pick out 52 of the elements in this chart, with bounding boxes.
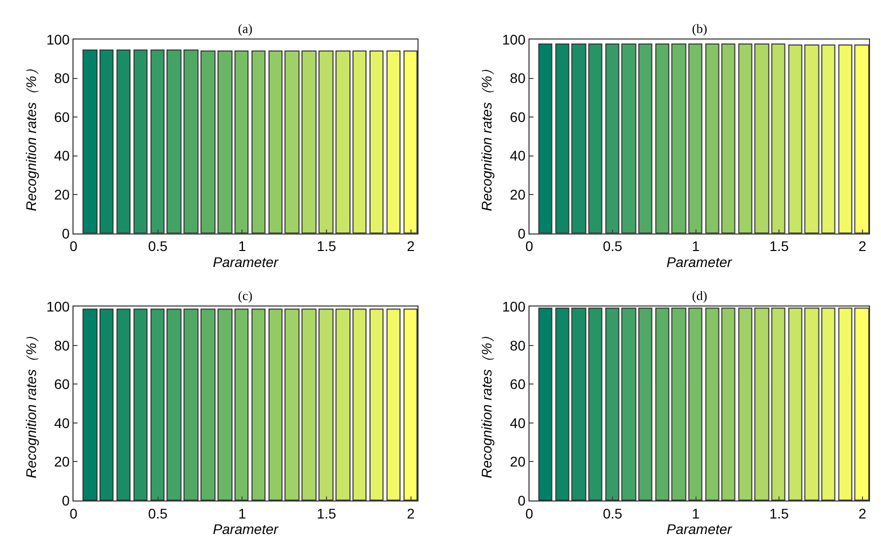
y-tick-label: 0 — [62, 225, 70, 242]
y-tick-label: 40 — [510, 414, 526, 431]
x-axis-title: Parameter — [212, 521, 280, 538]
x-tick-label: 1 — [692, 505, 700, 522]
chart-title: (c) — [238, 288, 252, 303]
y-axis-title: Recognition rates（%） — [478, 62, 495, 212]
x-tick-label: 1 — [238, 505, 246, 522]
x-tick-label: 1.5 — [316, 238, 336, 254]
x-tick-label: 0.5 — [148, 505, 168, 522]
chart-title: (a) — [238, 21, 252, 36]
y-tick-label: 20 — [54, 454, 70, 470]
x-tick-label: 1.5 — [769, 505, 790, 522]
y-tick-label: 80 — [510, 70, 526, 86]
y-tick-label: 0 — [62, 492, 70, 508]
y-tick-label: 0 — [518, 225, 526, 242]
y-tick-label: 40 — [54, 414, 70, 431]
y-tick-label: 100 — [46, 298, 70, 315]
x-tick-label: 1.5 — [316, 505, 336, 522]
y-tick-label: 60 — [510, 108, 526, 125]
y-tick-label: 60 — [510, 376, 526, 392]
y-tick-label: 80 — [54, 70, 70, 86]
chart-title: (d) — [692, 288, 708, 303]
x-tick-label: 2 — [858, 505, 866, 522]
y-axis-title: Recognition rates（%） — [22, 328, 39, 478]
y-axis-title: Recognition rates（%） — [22, 62, 39, 212]
x-tick-label: 0.5 — [602, 238, 622, 254]
x-tick-label: 2 — [406, 238, 415, 254]
x-tick-label: 0.5 — [602, 505, 622, 522]
y-tick-label: 0 — [518, 492, 526, 508]
y-tick-label: 40 — [54, 148, 70, 164]
x-tick-label: 1 — [692, 238, 700, 254]
y-tick-label: 100 — [502, 298, 526, 315]
chart-title: (b) — [692, 21, 708, 36]
y-tick-label: 20 — [510, 186, 526, 202]
y-tick-label: 100 — [502, 31, 526, 48]
y-axis-title: Recognition rates（%） — [478, 328, 495, 478]
y-tick-label: 100 — [46, 31, 70, 48]
x-tick-label: 1.5 — [769, 238, 790, 254]
y-tick-label: 60 — [54, 376, 70, 392]
x-axis-title: Parameter — [212, 254, 280, 270]
y-tick-label: 60 — [54, 108, 70, 125]
y-tick-label: 80 — [54, 337, 70, 354]
x-tick-label: 2 — [406, 505, 415, 522]
y-tick-label: 20 — [54, 186, 70, 202]
x-tick-label: 1 — [238, 238, 246, 254]
x-axis-title: Parameter — [666, 254, 734, 270]
y-tick-label: 20 — [510, 454, 526, 470]
x-axis-title: Parameter — [666, 521, 734, 538]
y-tick-label: 40 — [510, 148, 526, 164]
y-tick-label: 80 — [510, 337, 526, 354]
x-tick-label: 0.5 — [148, 238, 168, 254]
x-tick-label: 2 — [858, 238, 866, 254]
